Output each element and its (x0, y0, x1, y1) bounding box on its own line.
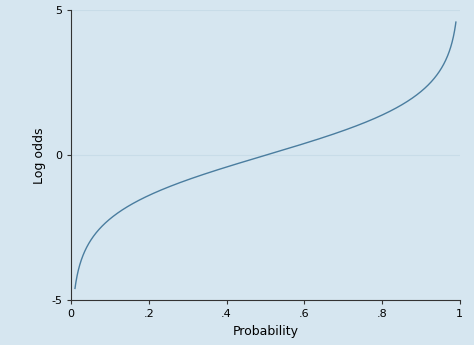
Y-axis label: Log odds: Log odds (33, 127, 46, 184)
X-axis label: Probability: Probability (232, 325, 299, 338)
